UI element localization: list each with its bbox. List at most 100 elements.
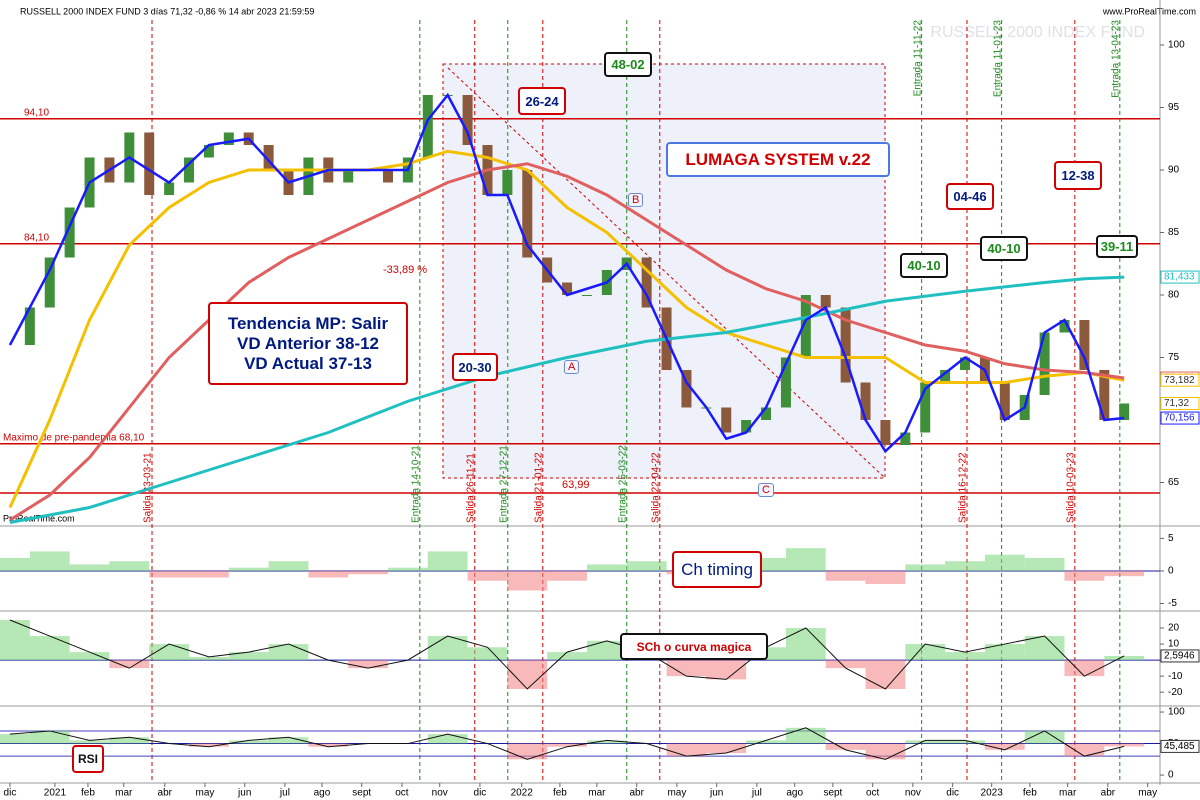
count-box: 40-10 [900, 253, 948, 278]
osc-bar [189, 656, 229, 661]
osc-bar [507, 570, 548, 591]
osc-bar [945, 561, 985, 571]
osc-bar [706, 743, 747, 754]
signal-label: Entrada 11-11-22 [912, 20, 923, 97]
osc-bar [865, 570, 906, 584]
y-tick-label: 80 [1168, 290, 1180, 301]
x-tick-label: feb [81, 788, 95, 799]
x-tick-label: dic [474, 788, 487, 799]
osc-bar [427, 551, 468, 571]
candle [422, 95, 433, 158]
y-tick-label: 10 [1168, 639, 1180, 650]
candle [920, 382, 931, 433]
x-tick-label: 2023 [981, 788, 1004, 799]
osc-bar [268, 737, 309, 744]
osc-bar [109, 737, 150, 744]
candle [164, 182, 175, 195]
candle [800, 295, 811, 358]
y-tick-label: 100 [1168, 707, 1185, 718]
last-value-box [1160, 270, 1200, 284]
osc-bar [69, 740, 110, 744]
osc-bar [666, 660, 707, 677]
osc-bar [29, 730, 70, 744]
candle [184, 157, 195, 183]
osc-bar [149, 570, 190, 578]
candle [1059, 320, 1070, 333]
osc-bar [0, 557, 30, 571]
candle [820, 295, 831, 308]
candle [502, 170, 513, 195]
signal-label: Entrada 25-03-22 [617, 445, 628, 523]
site: www.ProRealTime.com [1102, 6, 1196, 16]
candle [999, 382, 1010, 420]
osc-bar [905, 564, 946, 571]
level-label: 84,10 [24, 232, 49, 243]
last-value-label: 71,32 [1164, 398, 1189, 409]
x-tick-label: mar [1059, 788, 1077, 799]
osc-bar [1024, 557, 1065, 571]
osc-bar [308, 570, 349, 578]
last-value-box [1160, 373, 1200, 387]
candle [343, 170, 354, 183]
candle [641, 257, 652, 308]
osc-bar [825, 660, 866, 669]
candle [522, 170, 533, 258]
candle [382, 170, 393, 183]
count-box: 20-30 [452, 353, 498, 381]
osc-bar [1024, 636, 1065, 661]
last-value-label: 2,5946 [1164, 651, 1195, 662]
osc-bar [865, 743, 906, 760]
watermark: RUSSELL 2000 INDEX FUND [930, 24, 1145, 41]
x-tick-label: jun [709, 788, 723, 799]
x-tick-label: mar [588, 788, 606, 799]
osc-bar [189, 570, 229, 578]
header-title: RUSSELL 2000 INDEX FUND 3 días 71,32 -0,… [20, 6, 314, 16]
candle [144, 132, 155, 195]
candle [1079, 320, 1090, 370]
x-tick-label: 2021 [44, 788, 67, 799]
x-tick-label: 2022 [511, 788, 534, 799]
osc-bar [228, 740, 269, 744]
candle [223, 132, 234, 145]
signal-label: Salida 23-03-21 [143, 452, 154, 523]
ma-line [8, 149, 1125, 509]
last-value-label: 45,485 [1164, 741, 1195, 752]
trend-box: Tendencia MP: Salir VD Anterior 38-12 VD… [208, 302, 408, 385]
last-value-label: 81,433 [1164, 272, 1195, 283]
osc-bar [905, 740, 946, 744]
candle [64, 207, 75, 258]
signal-label: Salida 21-01-22 [533, 452, 544, 523]
signal-label: Salida 26-11-21 [465, 453, 476, 523]
osc-bar [1064, 660, 1105, 677]
osc-bar [666, 743, 707, 757]
x-tick-label: abr [629, 788, 644, 799]
x-tick-label: jul [751, 788, 762, 799]
osc-bar [547, 743, 587, 747]
x-tick-label: abr [158, 788, 173, 799]
x-tick-label: dic [946, 788, 959, 799]
osc-bar [945, 652, 985, 661]
osc-bar [387, 567, 428, 571]
x-tick-label: jul [279, 788, 290, 799]
osc-bar [1104, 655, 1145, 661]
candle [960, 357, 971, 370]
candle [721, 407, 732, 433]
x-tick-label: ago [786, 788, 803, 799]
osc-bar [825, 743, 866, 750]
trend-line-text: Tendencia MP: Salir [227, 313, 389, 333]
x-tick-label: oct [395, 788, 409, 799]
low-label: 63,99 [562, 479, 590, 491]
osc-bar [785, 548, 826, 571]
signal-label: Entrada 11-01-23 [992, 20, 1003, 98]
osc-line [9, 727, 1125, 760]
signal-label: Entrada 14-10-21 [410, 445, 421, 523]
last-value-box [1160, 739, 1200, 753]
osc-bar [1064, 743, 1105, 757]
osc-bar [308, 743, 349, 747]
candle [263, 145, 274, 170]
osc-bar [69, 564, 110, 571]
osc-bar [228, 652, 269, 661]
x-tick-label: dic [4, 788, 17, 799]
osc-bar [149, 644, 190, 661]
